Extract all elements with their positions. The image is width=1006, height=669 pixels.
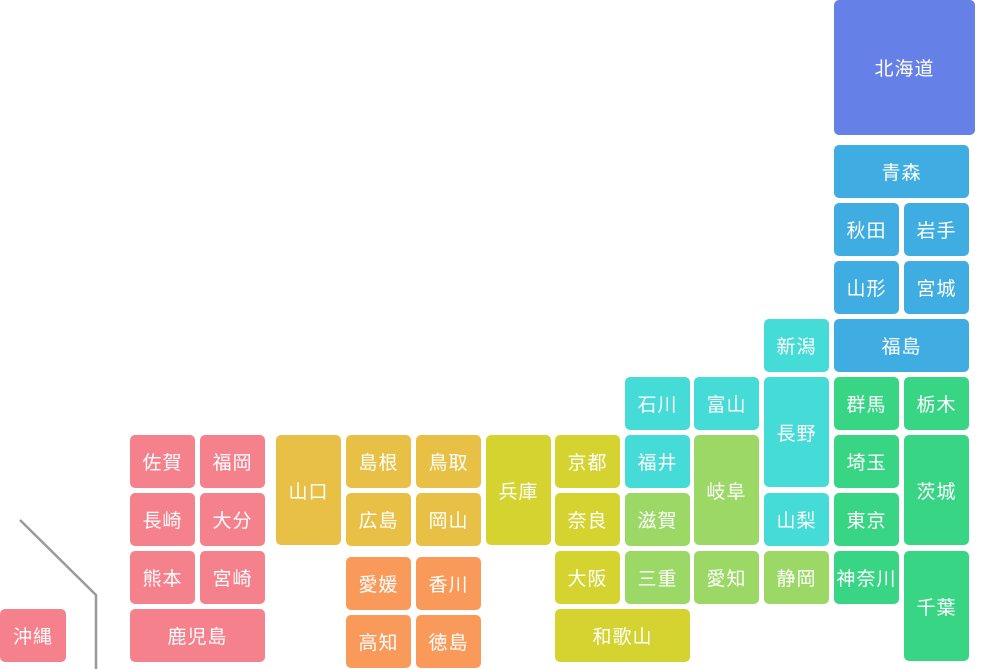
prefecture-kochi[interactable]: 高知 [346, 615, 411, 668]
prefecture-ehime[interactable]: 愛媛 [346, 557, 411, 610]
prefecture-gifu[interactable]: 岐阜 [694, 435, 759, 545]
prefecture-fukushima[interactable]: 福島 [834, 319, 969, 372]
prefecture-kagawa[interactable]: 香川 [416, 557, 481, 610]
prefecture-tokyo[interactable]: 東京 [834, 493, 899, 546]
prefecture-yamanashi[interactable]: 山梨 [764, 493, 829, 546]
prefecture-oita[interactable]: 大分 [200, 493, 265, 546]
prefecture-hiroshima[interactable]: 広島 [346, 493, 411, 546]
prefecture-shimane[interactable]: 島根 [346, 435, 411, 488]
prefecture-tokushima[interactable]: 徳島 [416, 615, 481, 668]
prefecture-kagoshima[interactable]: 鹿児島 [130, 609, 265, 662]
prefecture-gunma[interactable]: 群馬 [834, 377, 899, 430]
prefecture-kanagawa[interactable]: 神奈川 [834, 551, 899, 604]
prefecture-niigata[interactable]: 新潟 [764, 319, 829, 372]
prefecture-aomori[interactable]: 青森 [834, 145, 969, 198]
prefecture-chiba[interactable]: 千葉 [904, 551, 969, 661]
prefecture-saitama[interactable]: 埼玉 [834, 435, 899, 488]
prefecture-fukui[interactable]: 福井 [625, 435, 690, 488]
prefecture-okinawa[interactable]: 沖縄 [0, 609, 66, 662]
prefecture-yamagata[interactable]: 山形 [834, 261, 899, 314]
prefecture-ishikawa[interactable]: 石川 [625, 377, 690, 430]
prefecture-wakayama[interactable]: 和歌山 [555, 609, 690, 662]
prefecture-tochigi[interactable]: 栃木 [904, 377, 969, 430]
prefecture-hokkaido[interactable]: 北海道 [834, 0, 975, 135]
prefecture-osaka[interactable]: 大阪 [555, 551, 620, 604]
prefecture-iwate[interactable]: 岩手 [904, 203, 969, 256]
prefecture-shiga[interactable]: 滋賀 [625, 493, 690, 546]
prefecture-akita[interactable]: 秋田 [834, 203, 899, 256]
prefecture-kyoto[interactable]: 京都 [555, 435, 620, 488]
prefecture-miyazaki[interactable]: 宮崎 [200, 551, 265, 604]
prefecture-nagano[interactable]: 長野 [764, 377, 829, 487]
prefecture-saga[interactable]: 佐賀 [130, 435, 195, 488]
prefecture-shizuoka[interactable]: 静岡 [764, 551, 829, 604]
prefecture-kumamoto[interactable]: 熊本 [130, 551, 195, 604]
prefecture-nara[interactable]: 奈良 [555, 493, 620, 546]
prefecture-ibaraki[interactable]: 茨城 [904, 435, 969, 545]
prefecture-hyogo[interactable]: 兵庫 [486, 435, 551, 545]
prefecture-tottori[interactable]: 鳥取 [416, 435, 481, 488]
prefecture-aichi[interactable]: 愛知 [694, 551, 759, 604]
prefecture-miyagi[interactable]: 宮城 [904, 261, 969, 314]
prefecture-fukuoka[interactable]: 福岡 [200, 435, 265, 488]
prefecture-toyama[interactable]: 富山 [694, 377, 759, 430]
prefecture-yamaguchi[interactable]: 山口 [276, 435, 341, 545]
prefecture-mie[interactable]: 三重 [625, 551, 690, 604]
prefecture-okayama[interactable]: 岡山 [416, 493, 481, 546]
prefecture-nagasaki[interactable]: 長崎 [130, 493, 195, 546]
